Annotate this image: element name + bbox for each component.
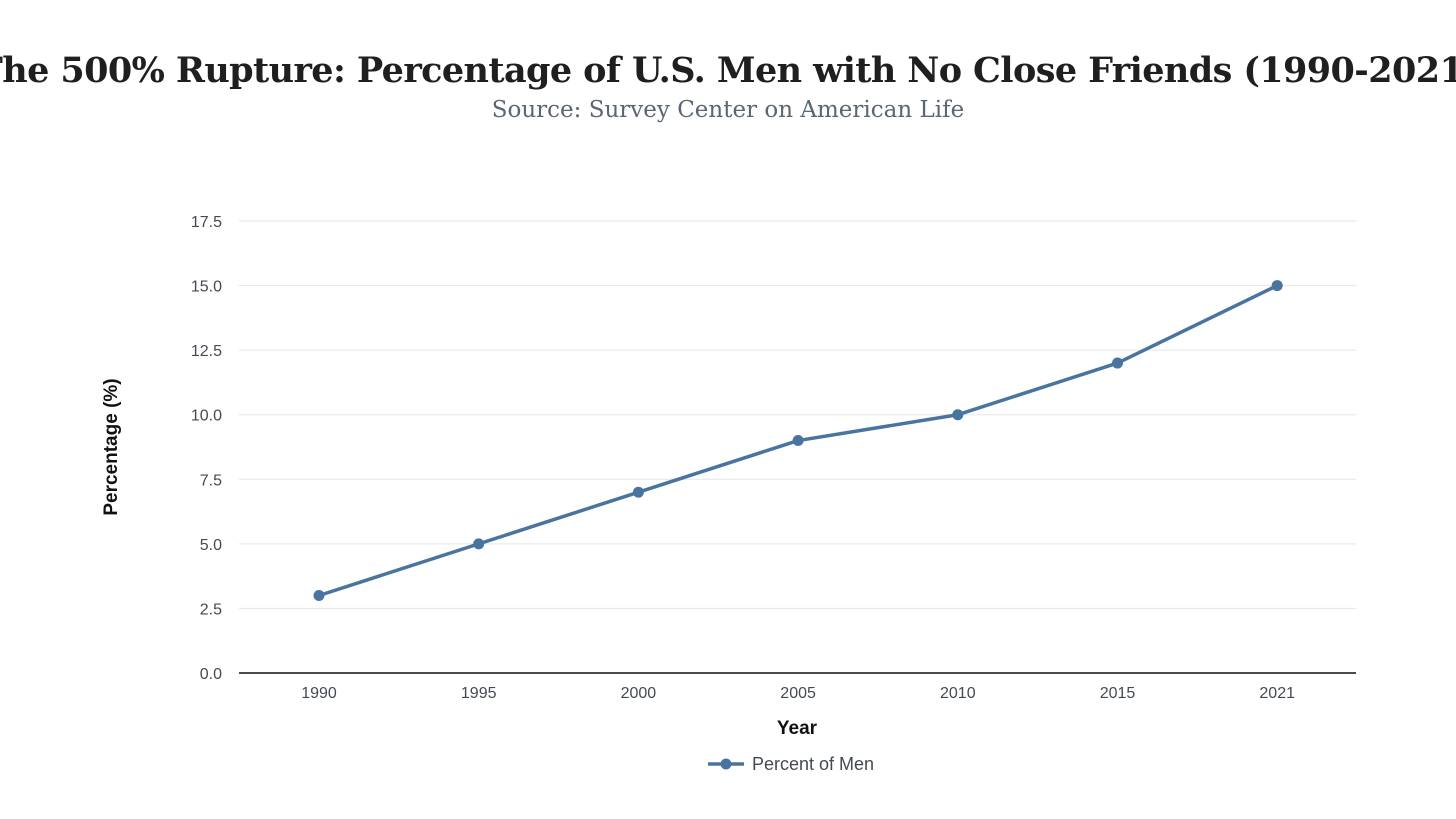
x-axis-label: Year (777, 718, 818, 739)
legend-series-marker (720, 758, 732, 770)
legend: Percent of Men (708, 754, 874, 774)
legend-series-label: Percent of Men (752, 754, 874, 774)
x-axis-ticks: 1990 1995 2000 2005 2010 2015 2021 (301, 685, 1295, 702)
x-tick-label: 2010 (940, 685, 976, 702)
series-percent-of-men (313, 280, 1283, 602)
x-tick-label: 2021 (1259, 685, 1295, 702)
y-tick-label: 2.5 (200, 601, 222, 618)
chart-subtitle: Source: Survey Center on American Life (492, 97, 964, 123)
data-point (1112, 357, 1123, 369)
data-point (952, 409, 964, 421)
y-axis-ticks: 0.0 2.5 5.0 7.5 10.0 12.5 15.0 17.5 (191, 214, 222, 683)
data-point (632, 486, 644, 498)
x-tick-label: 1995 (461, 685, 497, 702)
y-tick-label: 17.5 (191, 214, 222, 231)
x-tick-label: 2005 (780, 685, 816, 702)
chart-title: The 500% Rupture: Percentage of U.S. Men… (0, 50, 1456, 91)
y-tick-label: 12.5 (191, 343, 222, 360)
data-point (313, 590, 325, 602)
x-tick-label: 1990 (301, 685, 337, 702)
y-tick-label: 5.0 (200, 537, 222, 554)
data-point (1271, 280, 1283, 292)
y-axis-label: Percentage (%) (101, 378, 122, 515)
data-point (792, 435, 804, 447)
x-tick-label: 2000 (621, 685, 657, 702)
y-tick-label: 15.0 (191, 279, 222, 296)
data-point (473, 538, 485, 550)
y-tick-label: 7.5 (200, 472, 222, 489)
gridlines (239, 220, 1356, 609)
x-tick-label: 2015 (1100, 685, 1136, 702)
y-tick-label: 10.0 (191, 408, 222, 425)
y-tick-label: 0.0 (200, 666, 222, 683)
